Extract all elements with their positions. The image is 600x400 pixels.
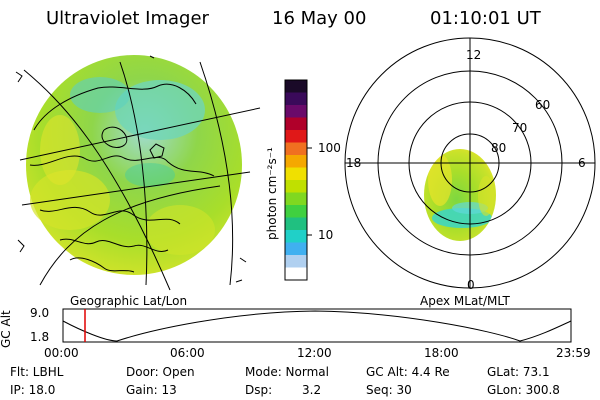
altitude-xtick-1800: 18:00 [424, 346, 459, 360]
mlat-label-80: 80 [491, 141, 507, 155]
mlt-label-0: 0 [467, 278, 475, 292]
altitude-ytick-9: 9.0 [30, 306, 50, 320]
colorbar-segment [285, 155, 307, 168]
colorbar-segment [285, 205, 307, 218]
colorbar-segment [285, 80, 307, 93]
polar-plot [344, 37, 596, 289]
info-ip: IP: 18.0 [10, 383, 56, 397]
altitude-xtick-1200: 12:00 [297, 346, 332, 360]
altitude-frame [62, 308, 572, 343]
geographic-map [15, 55, 261, 291]
left-emission-texture [30, 77, 215, 255]
info-glat: GLat: 73.1 [487, 365, 550, 379]
polar-grid [344, 37, 596, 289]
info-gc-alt: GC Alt: 4.4 Re [366, 365, 450, 379]
colorbar [284, 79, 312, 281]
mlt-label-12: 12 [466, 48, 482, 62]
colorbar-segment [285, 192, 307, 206]
colorbar-segment [285, 117, 307, 131]
colorbar-segment [285, 92, 307, 106]
info-mode: Mode: Normal [245, 365, 329, 379]
colorbar-segment [285, 230, 307, 243]
info-dsp-label: Dsp: [245, 383, 273, 397]
auroral-texture [428, 154, 494, 228]
mlt-label-18: 18 [346, 156, 362, 170]
colorbar-tick-100: 100 [318, 141, 341, 155]
right-map-caption: Apex MLat/MLT [420, 294, 510, 308]
colorbar-segment [285, 105, 307, 118]
info-gain: Gain: 13 [126, 383, 177, 397]
left-map-caption: Geographic Lat/Lon [70, 294, 188, 308]
altitude-curve [62, 310, 572, 342]
outer-coast-fragments [15, 55, 247, 283]
coastlines [29, 83, 215, 273]
date-label: 16 May 00 [272, 8, 367, 29]
altitude-plot [62, 308, 572, 343]
info-glon: GLon: 300.8 [487, 383, 560, 397]
altitude-xtick-0600: 06:00 [170, 346, 205, 360]
altitude-xtick-0000: 00:00 [44, 346, 79, 360]
info-seq: Seq: 30 [366, 383, 412, 397]
altitude-ylabel: GC Alt [0, 310, 13, 348]
colorbar-unit-label: photon cm⁻²s⁻¹ [265, 147, 279, 240]
time-label: 01:10:01 UT [430, 8, 541, 29]
latlon-grid [19, 61, 261, 291]
colorbar-segment [285, 267, 307, 281]
colorbar-segment [285, 217, 307, 231]
colorbar-segment [285, 242, 307, 256]
info-filter: Flt: LBHL [10, 365, 64, 379]
mlt-label-6: 6 [578, 156, 586, 170]
mlat-label-60: 60 [535, 98, 551, 112]
colorbar-frame [284, 79, 308, 281]
colorbar-segment [285, 180, 307, 193]
colorbar-segment [285, 255, 307, 268]
colorbar-segment [285, 130, 307, 143]
altitude-ytick-1-8: 1.8 [30, 330, 50, 344]
info-dsp-value: 3.2 [302, 383, 322, 397]
altitude-xtick-2359: 23:59 [556, 346, 591, 360]
info-door: Door: Open [126, 365, 195, 379]
instrument-title: Ultraviolet Imager [46, 8, 209, 29]
colorbar-tick-10: 10 [318, 228, 334, 242]
mlat-label-70: 70 [512, 121, 528, 135]
colorbar-segment [285, 167, 307, 181]
colorbar-segment [285, 142, 307, 156]
